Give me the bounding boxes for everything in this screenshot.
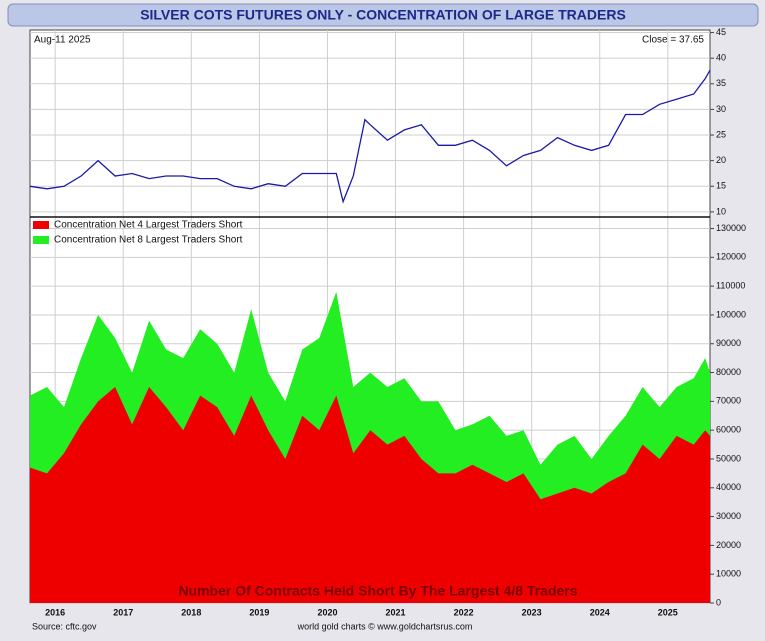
y-tick-label: 20: [716, 155, 726, 165]
close-label: Close = 37.65: [642, 35, 704, 46]
y-tick-label: 0: [716, 597, 721, 607]
y-tick-label: 70000: [716, 396, 741, 406]
y-tick-label: 35: [716, 78, 726, 88]
chart-title: SILVER COTS FUTURES ONLY - CONCENTRATION…: [140, 7, 626, 23]
date-label: Aug-11 2025: [34, 35, 91, 46]
footer-annotation: Number Of Contracts Held Short By The La…: [178, 583, 577, 599]
x-tick-label: 2023: [522, 607, 542, 617]
x-tick-label: 2019: [249, 607, 269, 617]
x-tick-label: 2021: [386, 607, 406, 617]
y-tick-label: 30000: [716, 511, 741, 521]
area: [30, 387, 710, 603]
y-tick-label: 15: [716, 181, 726, 191]
x-tick-label: 2024: [590, 607, 610, 617]
legend-swatch: [33, 221, 49, 229]
y-tick-label: 25: [716, 129, 726, 139]
y-tick-label: 130000: [716, 223, 746, 233]
y-tick-label: 20000: [716, 540, 741, 550]
x-tick-label: 2020: [317, 607, 337, 617]
x-tick-label: 2018: [181, 607, 201, 617]
y-tick-label: 110000: [716, 281, 745, 291]
y-tick-label: 120000: [716, 252, 746, 262]
legend-label: Concentration Net 8 Largest Traders Shor…: [54, 235, 243, 246]
y-tick-label: 30: [716, 104, 726, 114]
legend-label: Concentration Net 4 Largest Traders Shor…: [54, 220, 243, 231]
x-tick-label: 2017: [113, 607, 133, 617]
credit: world gold charts © www.goldchartsrus.co…: [297, 621, 473, 631]
y-tick-label: 10: [716, 206, 726, 216]
y-tick-label: 45: [716, 27, 726, 37]
y-tick-label: 80000: [716, 367, 741, 377]
y-tick-label: 60000: [716, 425, 741, 435]
y-tick-label: 10000: [716, 569, 741, 579]
legend-swatch: [33, 236, 49, 244]
y-tick-label: 40: [716, 53, 726, 63]
title-bar: [7, 3, 759, 27]
x-tick-label: 2025: [658, 607, 678, 617]
x-tick-label: 2022: [454, 607, 474, 617]
x-tick-label: 2016: [45, 607, 65, 617]
y-tick-label: 90000: [716, 338, 741, 348]
source: Source: cftc.gov: [32, 621, 97, 631]
y-tick-label: 100000: [716, 309, 746, 319]
y-tick-label: 50000: [716, 453, 741, 463]
price-line: [29, 69, 711, 204]
y-tick-label: 40000: [716, 482, 741, 492]
